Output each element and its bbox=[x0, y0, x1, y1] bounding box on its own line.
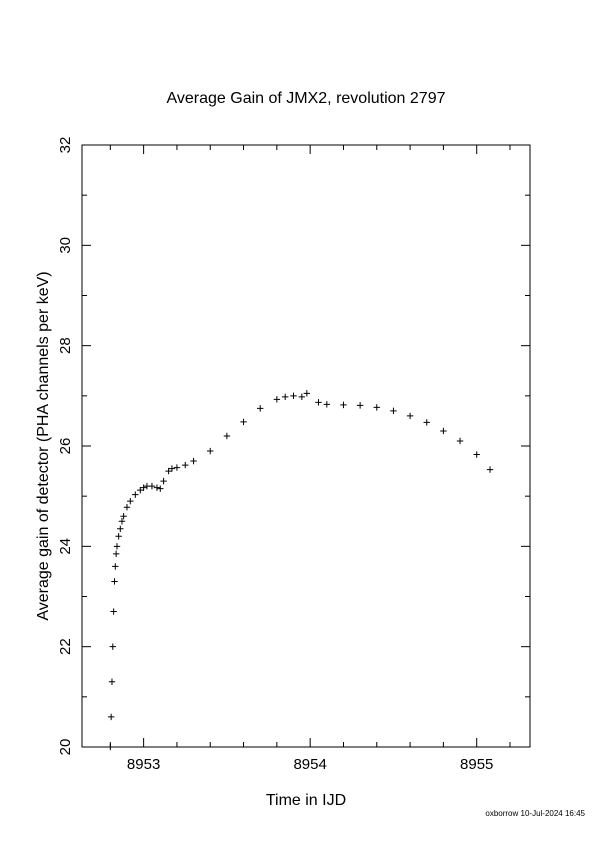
plot-frame bbox=[81, 144, 531, 748]
data-point bbox=[153, 484, 161, 491]
data-point bbox=[373, 404, 380, 411]
y-tick-label: 22 bbox=[57, 638, 74, 655]
x-tick-label: 8955 bbox=[460, 756, 493, 773]
y-tick-label: 28 bbox=[57, 337, 74, 354]
data-point bbox=[356, 402, 364, 409]
data-point bbox=[298, 393, 306, 401]
chart-title: Average Gain of JMX2, revolution 2797 bbox=[167, 90, 446, 107]
y-tick-label: 26 bbox=[57, 438, 74, 455]
data-point bbox=[107, 713, 115, 721]
data-point bbox=[110, 608, 117, 615]
data-point bbox=[340, 401, 347, 409]
data-point bbox=[303, 390, 311, 397]
data-point bbox=[120, 513, 127, 520]
data-point bbox=[406, 412, 414, 420]
data-point bbox=[456, 437, 464, 445]
data-point bbox=[190, 457, 197, 465]
data-point bbox=[117, 525, 124, 532]
data-point bbox=[112, 550, 120, 558]
data-point bbox=[140, 484, 147, 491]
x-tick-label: 8953 bbox=[127, 756, 160, 773]
data-point bbox=[486, 466, 494, 473]
data-point bbox=[112, 563, 119, 570]
data-point bbox=[118, 518, 126, 525]
data-points bbox=[107, 390, 494, 751]
data-point bbox=[207, 447, 214, 455]
data-point bbox=[123, 504, 131, 511]
data-point bbox=[290, 392, 297, 400]
data-point bbox=[390, 407, 397, 415]
data-point bbox=[173, 464, 181, 471]
data-point bbox=[108, 678, 116, 685]
x-tick-label: 8954 bbox=[293, 756, 326, 773]
data-point bbox=[281, 393, 289, 401]
data-point bbox=[137, 486, 144, 494]
data-point bbox=[315, 399, 322, 406]
y-tick-label: 32 bbox=[57, 137, 74, 154]
data-point bbox=[107, 743, 114, 751]
data-point bbox=[132, 491, 139, 498]
data-point bbox=[240, 418, 247, 426]
data-point bbox=[165, 467, 172, 475]
x-axis-label: Time in IJD bbox=[266, 792, 346, 809]
y-tick-label: 20 bbox=[57, 739, 74, 756]
data-point bbox=[148, 482, 156, 490]
data-point bbox=[423, 419, 430, 426]
y-axis-label: Average gain of detector (PHA channels p… bbox=[35, 271, 52, 620]
data-point bbox=[168, 465, 176, 472]
data-point bbox=[182, 461, 189, 469]
data-point bbox=[109, 643, 117, 650]
data-point bbox=[115, 533, 122, 540]
y-tick-label: 30 bbox=[57, 237, 74, 254]
data-point bbox=[473, 451, 480, 458]
data-point bbox=[273, 396, 281, 403]
data-point bbox=[257, 405, 264, 412]
y-tick-label: 24 bbox=[57, 538, 74, 555]
data-point bbox=[113, 543, 121, 550]
axis-ticks bbox=[82, 144, 530, 748]
data-point bbox=[127, 497, 134, 505]
data-point bbox=[157, 485, 164, 492]
tick-labels: 20 22 24 26 28 30 32 8953 8954 8955 bbox=[57, 137, 493, 773]
data-point bbox=[440, 427, 447, 435]
data-point bbox=[111, 578, 118, 585]
footer-stamp: oxborrow 10-Jul-2024 16:45 bbox=[485, 809, 585, 818]
data-point bbox=[223, 432, 231, 440]
data-point bbox=[323, 401, 331, 408]
data-point bbox=[160, 477, 167, 485]
